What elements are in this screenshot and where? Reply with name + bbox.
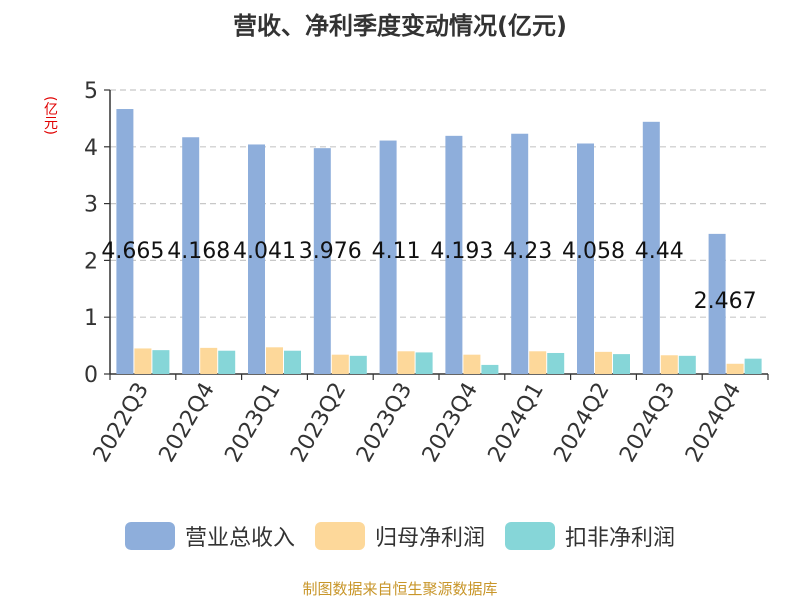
x-tick-label: 2024Q2 <box>549 379 614 467</box>
bar-revenue <box>313 148 331 374</box>
data-label: 4.058 <box>562 239 625 264</box>
x-tick-label: 2022Q3 <box>89 379 154 467</box>
data-label: 4.041 <box>233 239 296 264</box>
data-label: 4.11 <box>372 239 421 264</box>
y-tick-label: 4 <box>84 136 98 161</box>
bar-net-profit <box>266 347 283 374</box>
bar-net-profit <box>660 355 678 374</box>
bar-deducted-profit <box>152 350 170 374</box>
x-tick-label: 2024Q1 <box>484 379 549 467</box>
source-footer: 制图数据来自恒生聚源数据库 <box>302 580 498 598</box>
legend-item-deducted-profit[interactable]: 扣非净利润 <box>505 520 675 552</box>
data-label: 3.976 <box>299 239 362 264</box>
legend-swatch-net-profit <box>314 522 365 550</box>
x-tick-label: 2024Q4 <box>681 379 746 467</box>
y-axis-unit-label: (亿元) <box>42 96 58 135</box>
x-tick-label: 2023Q3 <box>352 379 417 467</box>
legend-label-revenue: 营业总收入 <box>184 526 295 551</box>
y-tick-label: 0 <box>84 363 98 388</box>
bar-net-profit <box>726 363 744 374</box>
bar-revenue <box>379 140 397 374</box>
bar-deducted-profit <box>349 355 367 374</box>
bar-deducted-profit <box>744 358 762 374</box>
data-label: 2.467 <box>694 289 757 314</box>
bar-deducted-profit <box>678 355 696 374</box>
bar-net-profit <box>331 354 349 374</box>
bar-deducted-profit <box>415 352 433 374</box>
legend-label-deducted-profit: 扣非净利润 <box>565 526 676 551</box>
bar-deducted-profit <box>481 364 499 374</box>
legend-item-revenue[interactable]: 营业总收入 <box>124 520 295 552</box>
y-tick-label: 1 <box>84 306 98 331</box>
bar-net-profit <box>397 351 415 374</box>
chart-title: 营收、净利季度变动情况(亿元) <box>233 12 567 40</box>
x-tick-label: 2023Q1 <box>220 379 285 467</box>
x-tick-label: 2023Q2 <box>286 379 351 467</box>
bar-revenue <box>445 135 463 374</box>
bar-chart: 0 1 2 3 4 5 4.665 2022Q3 4.168 2022Q4 4.041 2023Q1 3… <box>84 79 769 467</box>
legend-label-net-profit: 归母净利润 <box>374 526 485 551</box>
data-label: 4.665 <box>101 239 164 264</box>
data-label: 4.193 <box>430 239 493 264</box>
y-tick-label: 5 <box>84 79 98 104</box>
y-tick-label: 3 <box>84 193 98 218</box>
x-tick-label: 2024Q3 <box>615 379 680 467</box>
data-label: 4.44 <box>635 239 684 264</box>
bar-deducted-profit <box>218 350 236 374</box>
bar-revenue <box>708 233 726 374</box>
legend-swatch-deducted-profit <box>505 522 555 550</box>
bar-net-profit <box>595 351 612 374</box>
bar-deducted-profit <box>613 354 630 374</box>
bar-net-profit <box>463 354 481 374</box>
x-tick-label: 2022Q4 <box>155 379 220 467</box>
legend: 营业总收入 归母净利润 扣非净利润 <box>0 520 800 552</box>
bar-net-profit <box>529 351 547 374</box>
bar-net-profit <box>134 348 152 374</box>
data-label: 4.168 <box>167 239 230 264</box>
bar-deducted-profit <box>284 350 301 374</box>
data-label: 4.23 <box>503 239 552 264</box>
bar-net-profit <box>200 347 218 374</box>
bar-revenue <box>511 133 529 374</box>
bar-revenue <box>182 137 200 374</box>
bar-revenue <box>248 144 265 374</box>
x-tick-label: 2023Q4 <box>418 379 483 467</box>
legend-swatch-revenue <box>124 522 175 550</box>
y-tick-label: 2 <box>84 249 98 274</box>
bar-revenue <box>642 121 660 374</box>
bar-revenue <box>116 109 134 374</box>
bar-revenue <box>577 143 594 374</box>
bar-deducted-profit <box>547 352 565 374</box>
legend-item-net-profit[interactable]: 归母净利润 <box>314 520 485 552</box>
